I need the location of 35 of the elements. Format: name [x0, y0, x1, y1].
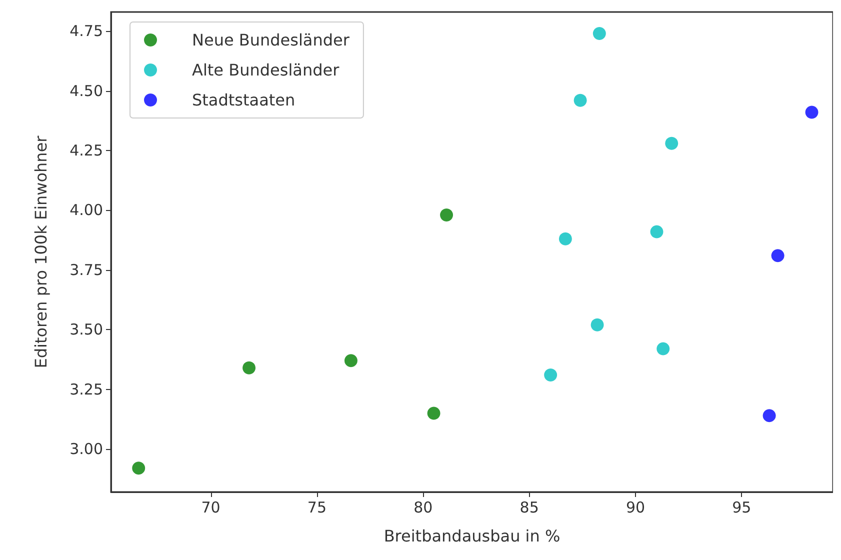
point — [440, 208, 454, 222]
legend-label: Stadtstaaten — [192, 90, 296, 110]
legend-label: Alte Bundesländer — [192, 60, 340, 80]
point — [805, 106, 818, 119]
point — [427, 406, 440, 420]
point — [592, 26, 606, 40]
y-tick-label: 3.75 — [70, 260, 103, 279]
x-tick-label: 80 — [414, 498, 433, 516]
point — [665, 136, 678, 150]
y-tick-label: 4.25 — [70, 142, 103, 160]
y-tick-label: 4.00 — [70, 201, 103, 220]
x-axis-title: Breitbandausbau in % — [384, 526, 560, 546]
point — [590, 318, 604, 332]
point — [344, 354, 358, 368]
y-axis-title: Editoren pro 100k Einwohner — [32, 135, 50, 368]
point — [762, 409, 776, 422]
point — [242, 361, 256, 374]
point — [558, 232, 572, 246]
point — [771, 249, 784, 262]
y-tick-label: 3.00 — [70, 440, 103, 458]
point — [132, 462, 146, 475]
point — [544, 368, 558, 382]
x-tick-label: 85 — [520, 498, 539, 516]
y-tick-label: 3.50 — [70, 320, 103, 339]
point — [574, 94, 587, 107]
y-tick-label: 4.50 — [70, 82, 103, 100]
x-tick-label: 75 — [307, 498, 327, 516]
y-tick-label: 4.75 — [70, 22, 103, 40]
legend-label: Neue Bundesländer — [192, 30, 350, 50]
x-tick-label: 70 — [201, 498, 220, 516]
point — [656, 342, 670, 356]
x-tick-label: 90 — [626, 498, 646, 516]
x-tick-label: 95 — [732, 498, 752, 516]
y-tick-label: 3.25 — [70, 380, 103, 398]
point — [650, 225, 664, 238]
